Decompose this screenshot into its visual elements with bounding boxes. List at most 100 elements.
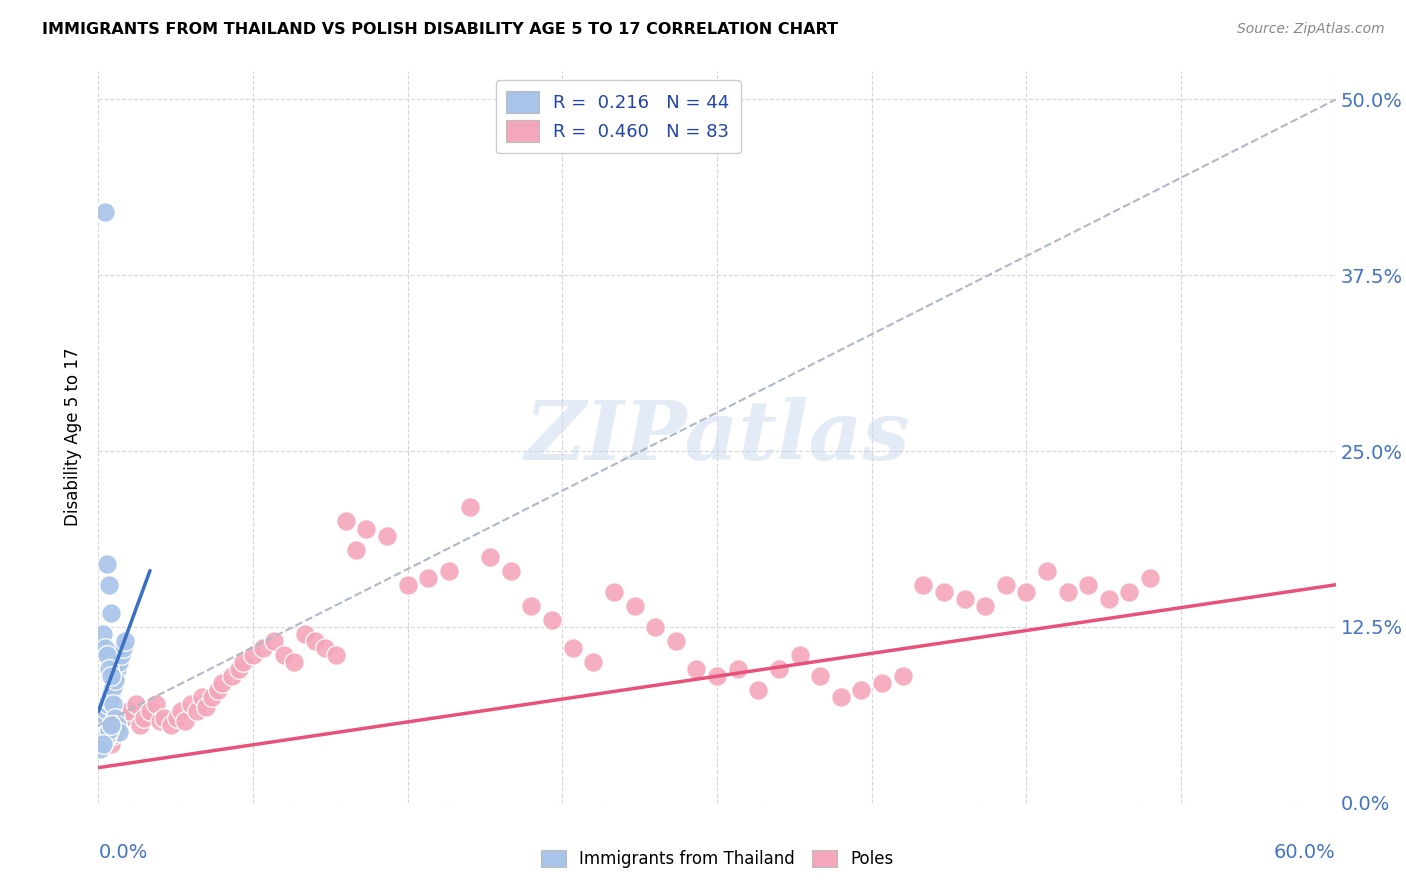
- Point: [665, 634, 688, 648]
- Point: [242, 648, 264, 662]
- Point: [325, 648, 347, 662]
- Point: [932, 584, 955, 599]
- Point: [96, 728, 118, 742]
- Point: [110, 648, 132, 662]
- Point: [91, 707, 114, 722]
- Point: [891, 669, 914, 683]
- Point: [96, 723, 118, 737]
- Point: [166, 711, 188, 725]
- Point: [582, 655, 605, 669]
- Point: [128, 718, 150, 732]
- Point: [93, 725, 115, 739]
- Point: [93, 732, 115, 747]
- Point: [96, 557, 118, 571]
- Point: [112, 711, 135, 725]
- Point: [114, 634, 136, 648]
- Point: [458, 500, 481, 515]
- Point: [953, 591, 976, 606]
- Point: [101, 681, 124, 695]
- Point: [603, 584, 626, 599]
- Point: [685, 662, 707, 676]
- Point: [101, 728, 124, 742]
- Point: [294, 627, 316, 641]
- Point: [789, 648, 811, 662]
- Point: [93, 732, 115, 747]
- Point: [96, 698, 118, 712]
- Point: [201, 690, 224, 705]
- Point: [91, 705, 114, 719]
- Point: [96, 728, 118, 742]
- Point: [101, 698, 124, 712]
- Point: [104, 711, 127, 725]
- Legend: R =  0.216   N = 44, R =  0.460   N = 83: R = 0.216 N = 44, R = 0.460 N = 83: [496, 80, 741, 153]
- Point: [93, 205, 115, 219]
- Point: [93, 698, 115, 712]
- Point: [174, 714, 197, 729]
- Point: [207, 683, 229, 698]
- Point: [194, 700, 217, 714]
- Point: [344, 542, 367, 557]
- Point: [1056, 584, 1078, 599]
- Point: [97, 690, 120, 705]
- Point: [124, 698, 146, 712]
- Point: [97, 662, 120, 676]
- Point: [97, 723, 120, 737]
- Point: [232, 655, 254, 669]
- Point: [91, 737, 114, 751]
- Text: ZIPatlas: ZIPatlas: [524, 397, 910, 477]
- Point: [263, 634, 285, 648]
- Point: [149, 714, 172, 729]
- Point: [644, 620, 666, 634]
- Point: [1036, 564, 1059, 578]
- Point: [190, 690, 212, 705]
- Point: [104, 725, 127, 739]
- Point: [159, 718, 181, 732]
- Text: IMMIGRANTS FROM THAILAND VS POLISH DISABILITY AGE 5 TO 17 CORRELATION CHART: IMMIGRANTS FROM THAILAND VS POLISH DISAB…: [42, 22, 838, 37]
- Point: [1098, 591, 1121, 606]
- Point: [97, 723, 120, 737]
- Point: [97, 718, 120, 732]
- Point: [91, 737, 114, 751]
- Point: [314, 641, 336, 656]
- Point: [100, 718, 122, 732]
- Point: [747, 683, 769, 698]
- Point: [132, 711, 155, 725]
- Point: [100, 737, 122, 751]
- Point: [418, 571, 440, 585]
- Point: [974, 599, 997, 613]
- Point: [139, 705, 162, 719]
- Point: [108, 655, 131, 669]
- Point: [1118, 584, 1140, 599]
- Point: [228, 662, 250, 676]
- Point: [100, 688, 122, 702]
- Point: [104, 673, 127, 688]
- Point: [101, 676, 124, 690]
- Point: [104, 669, 127, 683]
- Point: [100, 683, 122, 698]
- Point: [105, 718, 128, 732]
- Point: [561, 641, 583, 656]
- Point: [100, 669, 122, 683]
- Point: [112, 641, 135, 656]
- Point: [100, 606, 122, 620]
- Point: [706, 669, 728, 683]
- Point: [252, 641, 274, 656]
- Point: [105, 718, 128, 732]
- Point: [1077, 578, 1099, 592]
- Legend: Immigrants from Thailand, Poles: Immigrants from Thailand, Poles: [534, 843, 900, 875]
- Point: [186, 705, 208, 719]
- Point: [396, 578, 419, 592]
- Point: [335, 515, 357, 529]
- Point: [356, 521, 378, 535]
- Point: [91, 728, 114, 742]
- Point: [727, 662, 749, 676]
- Point: [93, 641, 115, 656]
- Point: [375, 528, 398, 542]
- Point: [912, 578, 935, 592]
- Point: [211, 676, 233, 690]
- Point: [1139, 571, 1161, 585]
- Point: [145, 698, 167, 712]
- Point: [870, 676, 893, 690]
- Point: [108, 714, 131, 729]
- Point: [437, 564, 460, 578]
